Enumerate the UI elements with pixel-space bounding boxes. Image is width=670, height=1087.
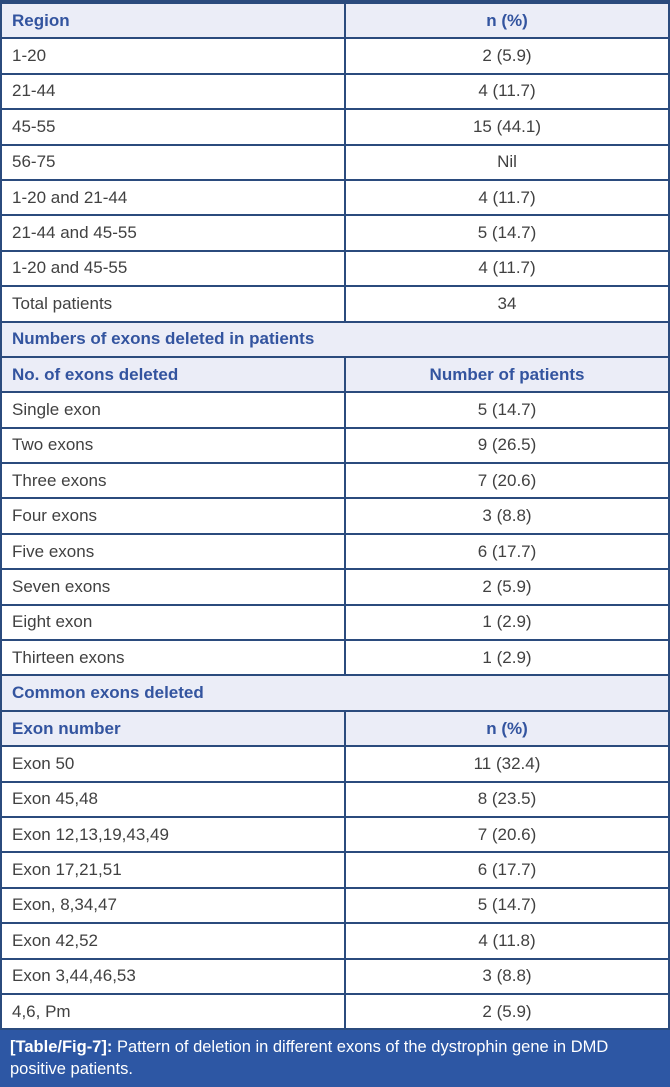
row-label: 4,6, Pm	[12, 1001, 71, 1021]
row-value: 3 (8.8)	[344, 959, 668, 993]
row-label: 21-44 and 45-55	[12, 223, 137, 243]
row-value: 4 (11.8)	[344, 924, 668, 958]
row-label: Exon 42,52	[12, 930, 99, 950]
row-label: 45-55	[12, 116, 56, 136]
row-label: Seven exons	[12, 576, 111, 596]
row-value: 5 (14.7)	[344, 393, 668, 427]
row-label: 1-20 and 21-44	[12, 187, 128, 207]
column-header-exon-number: Exon number	[12, 718, 121, 738]
table-row: Exon 45,48 8 (23.5)	[2, 782, 668, 818]
table-row: 1-20 and 21-44 4 (11.7)	[2, 180, 668, 217]
row-label: Three exons	[12, 470, 107, 490]
table-row: Exon, 8,34,47 5 (14.7)	[2, 888, 668, 925]
section-title-row: Numbers of exons deleted in patients	[2, 322, 668, 358]
figure-caption: [Table/Fig-7]: Pattern of deletion in di…	[0, 1030, 670, 1087]
row-value: Nil	[344, 145, 668, 179]
table-row: 21-44 4 (11.7)	[2, 74, 668, 111]
row-label: Five exons	[12, 541, 95, 561]
row-value: 5 (14.7)	[344, 888, 668, 923]
row-value: 2 (5.9)	[344, 570, 668, 604]
row-label: Exon 12,13,19,43,49	[12, 824, 169, 844]
row-value: 7 (20.6)	[344, 464, 668, 498]
column-header-region: Region	[12, 10, 70, 30]
row-label: Exon 50	[12, 753, 75, 773]
row-label: Exon 17,21,51	[12, 860, 122, 880]
row-value: 4 (11.7)	[344, 251, 668, 286]
column-header-exons-deleted: No. of exons deleted	[12, 364, 179, 384]
table-row: Thirteen exons 1 (2.9)	[2, 641, 668, 677]
row-label: Exon, 8,34,47	[12, 895, 117, 915]
column-header-row: No. of exons deleted Number of patients	[2, 357, 668, 394]
row-value: 15 (44.1)	[344, 110, 668, 144]
row-value: 2 (5.9)	[344, 39, 668, 73]
table-row: Eight exon 1 (2.9)	[2, 605, 668, 642]
table-row: Exon 12,13,19,43,49 7 (20.6)	[2, 817, 668, 854]
row-value: 4 (11.7)	[344, 74, 668, 109]
table-row: Exon 17,21,51 6 (17.7)	[2, 853, 668, 889]
table-row: 21-44 and 45-55 5 (14.7)	[2, 216, 668, 252]
row-label: Thirteen exons	[12, 647, 125, 667]
row-value: 5 (14.7)	[344, 216, 668, 250]
row-label: Total patients	[12, 293, 113, 313]
row-value: 8 (23.5)	[344, 782, 668, 816]
column-header-n-percent: n (%)	[344, 711, 668, 746]
data-table: Region n (%) 1-20 2 (5.9) 21-44 4 (11.7)…	[0, 0, 670, 1031]
table-row: 1-20 2 (5.9)	[2, 39, 668, 75]
table-row: 1-20 and 45-55 4 (11.7)	[2, 251, 668, 288]
row-value: 1 (2.9)	[344, 641, 668, 675]
row-label: Four exons	[12, 506, 98, 526]
table-row: 45-55 15 (44.1)	[2, 110, 668, 146]
row-value: 3 (8.8)	[344, 499, 668, 533]
row-label: Eight exon	[12, 612, 93, 632]
table-row: Four exons 3 (8.8)	[2, 499, 668, 535]
table-row: Single exon 5 (14.7)	[2, 393, 668, 429]
row-label: 21-44	[12, 81, 56, 101]
table-row: 4,6, Pm 2 (5.9)	[2, 994, 668, 1031]
table-row: Exon 3,44,46,53 3 (8.8)	[2, 959, 668, 995]
column-header-row: Region n (%)	[2, 4, 668, 40]
table-row: Total patients 34	[2, 287, 668, 323]
row-label: 56-75	[12, 152, 56, 172]
row-value: 7 (20.6)	[344, 817, 668, 852]
row-value: 6 (17.7)	[344, 534, 668, 569]
table-row: Five exons 6 (17.7)	[2, 534, 668, 571]
row-value: 34	[344, 287, 668, 321]
table-row: Two exons 9 (26.5)	[2, 428, 668, 465]
table-row: 56-75 Nil	[2, 145, 668, 181]
row-label: Single exon	[12, 399, 101, 419]
table-row: Three exons 7 (20.6)	[2, 464, 668, 500]
row-value: 4 (11.7)	[344, 180, 668, 215]
row-value: 11 (32.4)	[344, 747, 668, 781]
column-header-row: Exon number n (%)	[2, 711, 668, 748]
row-value: 2 (5.9)	[344, 994, 668, 1029]
row-label: Exon 3,44,46,53	[12, 966, 136, 986]
row-label: 1-20 and 45-55	[12, 258, 128, 278]
section-title-row: Common exons deleted	[2, 676, 668, 712]
column-header-number-patients: Number of patients	[344, 357, 668, 392]
row-value: 1 (2.9)	[344, 605, 668, 640]
caption-label: [Table/Fig-7]:	[10, 1038, 113, 1057]
section-title: Common exons deleted	[12, 683, 204, 703]
column-header-n-percent: n (%)	[344, 4, 668, 38]
table-row: Exon 50 11 (32.4)	[2, 747, 668, 783]
table-row: Seven exons 2 (5.9)	[2, 570, 668, 606]
row-label: 1-20	[12, 46, 47, 66]
row-value: 6 (17.7)	[344, 853, 668, 887]
row-label: Exon 45,48	[12, 789, 99, 809]
table-row: Exon 42,52 4 (11.8)	[2, 924, 668, 960]
row-label: Two exons	[12, 435, 94, 455]
section-title: Numbers of exons deleted in patients	[12, 329, 315, 349]
row-value: 9 (26.5)	[344, 428, 668, 463]
caption-text: Pattern of deletion in different exons o…	[10, 1038, 609, 1079]
